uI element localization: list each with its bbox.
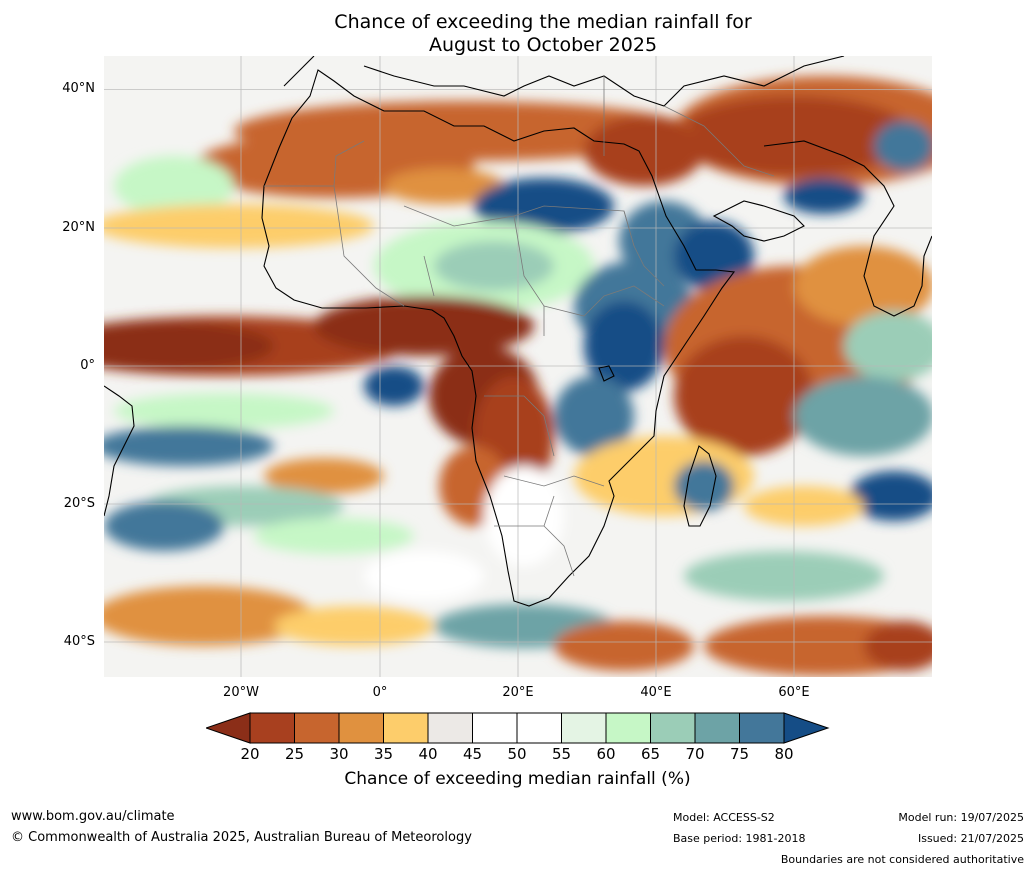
colorbar-tick-label: 40 bbox=[418, 745, 438, 763]
map-title-line1: Chance of exceeding the median rainfall … bbox=[334, 11, 752, 33]
lat-label-40s: 40°S bbox=[63, 634, 95, 649]
colorbar bbox=[206, 712, 830, 744]
colorbar-tick-label: 45 bbox=[462, 745, 483, 763]
lon-label-40e: 40°E bbox=[640, 685, 672, 700]
colorbar-cell bbox=[294, 712, 340, 744]
colorbar-extend-high bbox=[783, 712, 830, 744]
colorbar-cell bbox=[650, 712, 696, 744]
colorbar-cell bbox=[605, 712, 651, 744]
colorbar-tick-label: 75 bbox=[729, 745, 750, 763]
colorbar-tick-label: 70 bbox=[685, 745, 705, 763]
colorbar-cell bbox=[338, 712, 384, 744]
lat-label-40n: 40°N bbox=[62, 81, 95, 96]
footer-model-run: Model run: 19/07/2025 bbox=[898, 811, 1024, 824]
lon-label-20e: 20°E bbox=[502, 685, 534, 700]
footer-model: Model: ACCESS-S2 bbox=[673, 811, 775, 824]
colorbar-tick-label: 35 bbox=[373, 745, 394, 763]
lat-label-20s: 20°S bbox=[63, 496, 95, 511]
probability-field bbox=[104, 76, 932, 676]
colorbar-label: Chance of exceeding median rainfall (%) bbox=[344, 769, 691, 789]
colorbar-tick-label: 50 bbox=[507, 745, 527, 763]
colorbar-cell bbox=[516, 712, 562, 744]
country-borders bbox=[264, 76, 775, 577]
africa-coastline bbox=[104, 56, 932, 607]
colorbar-tick-label: 65 bbox=[640, 745, 661, 763]
colorbar-cell bbox=[561, 712, 607, 744]
footer-issued: Issued: 21/07/2025 bbox=[917, 832, 1024, 845]
colorbar-cell bbox=[383, 712, 429, 744]
colorbar-cell bbox=[249, 712, 295, 744]
colorbar-tick-label: 80 bbox=[774, 745, 794, 763]
colorbar-tick-label: 20 bbox=[240, 745, 260, 763]
colorbar-extend-low bbox=[206, 712, 251, 744]
footer-disclaimer: Boundaries are not considered authoritat… bbox=[780, 853, 1024, 866]
colorbar-tick-label: 60 bbox=[596, 745, 616, 763]
colorbar-cell bbox=[739, 712, 785, 744]
footer-copyright: © Commonwealth of Australia 2025, Austra… bbox=[11, 830, 472, 845]
colorbar-cell bbox=[694, 712, 740, 744]
lon-label-20w: 20°W bbox=[223, 685, 259, 700]
colorbar-cell bbox=[472, 712, 518, 744]
colorbar-tick-label: 25 bbox=[284, 745, 305, 763]
grid-lines bbox=[104, 56, 932, 677]
map-title-line2: August to October 2025 bbox=[428, 34, 658, 56]
colorbar-cell bbox=[427, 712, 473, 744]
lon-label-60e: 60°E bbox=[778, 685, 810, 700]
lat-label-20n: 20°N bbox=[62, 220, 95, 235]
lat-label-equator: 0° bbox=[80, 358, 95, 373]
colorbar-tick-label: 30 bbox=[329, 745, 349, 763]
colorbar-tick-label: 55 bbox=[551, 745, 572, 763]
rainfall-probability-map bbox=[104, 56, 932, 677]
lon-label-0: 0° bbox=[372, 685, 388, 700]
footer-website: www.bom.gov.au/climate bbox=[11, 809, 175, 824]
footer-base-period: Base period: 1981-2018 bbox=[673, 832, 806, 845]
